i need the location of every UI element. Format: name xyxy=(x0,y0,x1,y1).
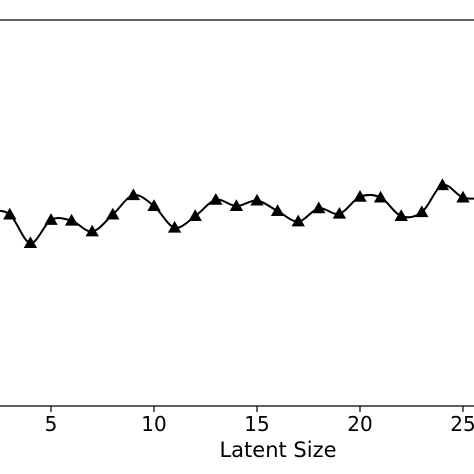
data-point-marker xyxy=(85,224,99,237)
x-axis-ticks: 5 10 15 20 25 xyxy=(45,406,474,436)
axes-frame xyxy=(0,19,474,407)
x-tick-label: 25 xyxy=(450,412,474,436)
data-point-marker xyxy=(415,205,429,218)
x-axis-label: Latent Size xyxy=(219,438,336,462)
data-point-marker xyxy=(147,199,161,211)
data-point-marker xyxy=(209,193,223,205)
data-point-marker xyxy=(229,199,244,211)
data-point-marker xyxy=(270,204,285,216)
data-point-marker xyxy=(167,220,182,233)
data-point-marker xyxy=(394,209,408,221)
x-tick-label: 15 xyxy=(244,412,269,436)
data-point-marker xyxy=(250,193,264,206)
data-point-marker xyxy=(64,213,79,226)
data-point-marker xyxy=(332,206,347,219)
data-point-marker xyxy=(312,201,326,214)
data-point-marker xyxy=(44,213,58,225)
data-point-marker xyxy=(373,190,388,203)
data-point-marker xyxy=(456,190,470,203)
data-point-marker xyxy=(126,188,141,201)
data-point-marker xyxy=(353,189,367,202)
data-point-marker xyxy=(188,209,202,221)
data-point-marker xyxy=(435,178,450,191)
data-point-marker xyxy=(3,207,17,220)
data-point-marker xyxy=(23,236,38,249)
x-tick-label: 5 xyxy=(45,412,58,436)
x-tick-label: 10 xyxy=(141,412,166,436)
data-point-marker xyxy=(106,207,120,220)
x-tick-label: 20 xyxy=(347,412,372,436)
series-markers xyxy=(3,178,470,249)
data-point-marker xyxy=(291,214,305,227)
